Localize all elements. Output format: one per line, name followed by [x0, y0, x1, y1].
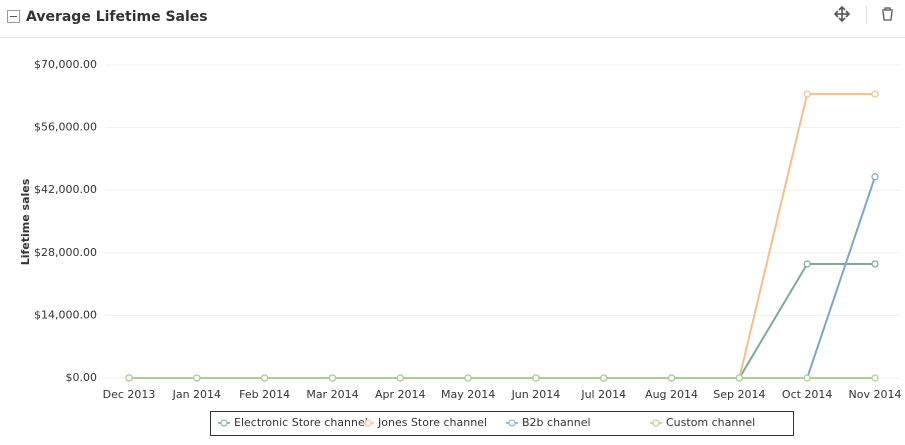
point [871, 90, 879, 98]
y-tick-label: $14,000.00 [34, 308, 97, 321]
x-tick-label: Aug 2014 [645, 388, 698, 401]
move-icon[interactable] [833, 5, 851, 23]
point [803, 374, 811, 382]
point [464, 374, 472, 382]
y-tick-label: $28,000.00 [34, 246, 97, 259]
y-tick-label: $70,000.00 [34, 58, 97, 71]
legend-label: Electronic Store channel [234, 416, 368, 429]
y-axis-label: Lifetime sales [19, 178, 32, 265]
point [871, 173, 879, 181]
x-tick-label: Jul 2014 [580, 388, 626, 401]
point [871, 260, 879, 268]
point [600, 374, 608, 382]
y-tick-label: $56,000.00 [34, 121, 97, 134]
chart-title: Average Lifetime Sales [26, 9, 208, 25]
x-tick-label: Feb 2014 [239, 388, 290, 401]
legend [210, 411, 794, 436]
legend-marker [364, 419, 372, 427]
point [803, 90, 811, 98]
legend-label: Custom channel [666, 416, 755, 429]
point [735, 374, 743, 382]
point [532, 374, 540, 382]
x-tick-label: Mar 2014 [306, 388, 358, 401]
x-tick-label: Sep 2014 [713, 388, 765, 401]
x-tick-label: Jan 2014 [172, 388, 221, 401]
y-tick-label: $0.00 [66, 371, 98, 384]
x-tick-label: Jun 2014 [511, 388, 561, 401]
point [125, 374, 133, 382]
y-tick-label: $42,000.00 [34, 183, 97, 196]
x-tick-label: Oct 2014 [782, 388, 833, 401]
point [261, 374, 269, 382]
point [803, 260, 811, 268]
point [667, 374, 676, 382]
x-tick-label: Apr 2014 [375, 388, 426, 401]
legend-label: Jones Store channel [377, 416, 487, 429]
x-tick-label: Nov 2014 [849, 388, 902, 401]
delete-icon[interactable] [882, 7, 893, 21]
x-tick-label: May 2014 [441, 388, 495, 401]
legend-label: B2b channel [522, 416, 591, 429]
point [193, 374, 201, 382]
legend-marker [508, 419, 516, 427]
legend-marker [220, 419, 228, 427]
point [328, 374, 337, 382]
x-tick-label: Dec 2013 [103, 388, 156, 401]
point [871, 374, 879, 382]
legend-marker [652, 419, 660, 427]
point [396, 374, 404, 382]
